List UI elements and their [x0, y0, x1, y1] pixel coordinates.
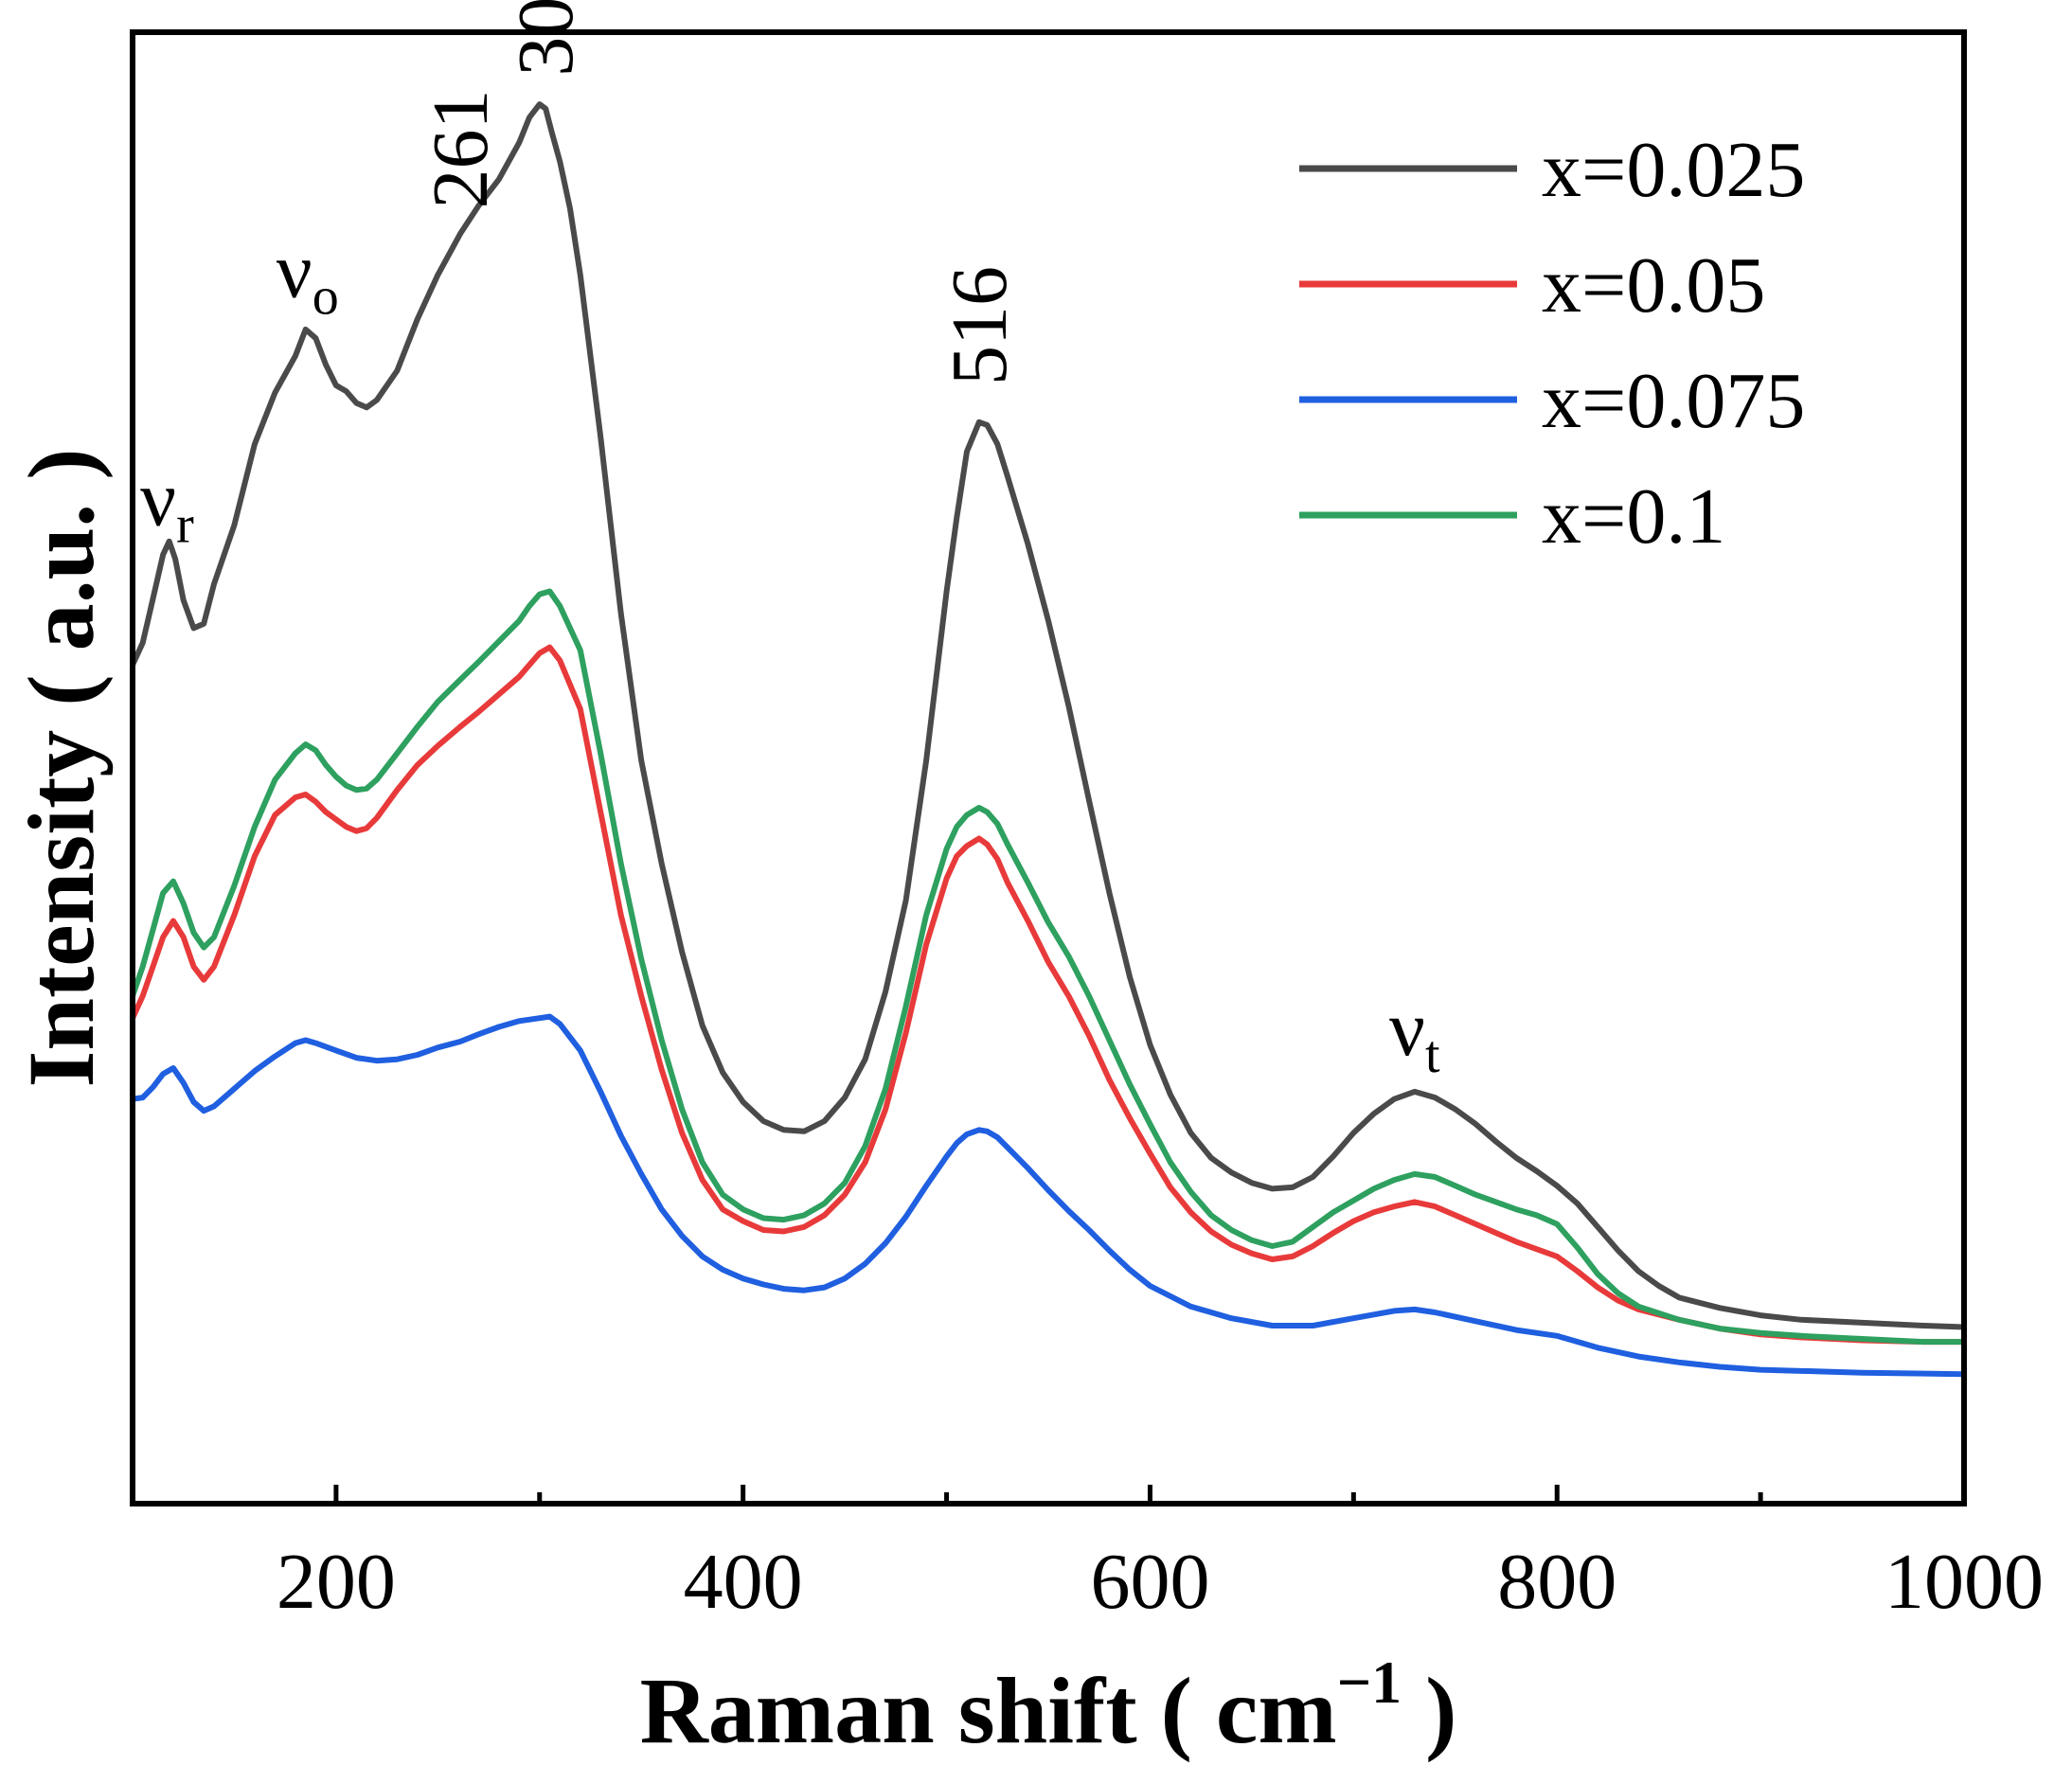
x-tick-label: 800 — [1497, 1538, 1617, 1626]
series-line-3 — [130, 588, 1967, 1346]
x-tick-label: 600 — [1090, 1538, 1209, 1626]
peak-annotation-subscript: o — [313, 268, 339, 327]
legend-label: x=0.1 — [1542, 472, 1725, 561]
peak-annotation: νr — [140, 455, 194, 555]
peak-annotation: 303 — [502, 0, 590, 77]
legend-label: x=0.05 — [1542, 241, 1765, 330]
x-tick-label: 1000 — [1884, 1538, 2044, 1626]
peak-annotation: 261 — [417, 90, 505, 209]
peak-annotation: 516 — [936, 266, 1024, 385]
series-line-0 — [130, 101, 1967, 1330]
peak-annotation: νo — [277, 227, 339, 327]
peak-annotation: νt — [1389, 985, 1440, 1084]
x-tick-label: 200 — [277, 1538, 396, 1626]
legend-label: x=0.075 — [1542, 357, 1805, 445]
x-tick-label: 400 — [684, 1538, 803, 1626]
x-axis-title: Raman shift ( cm−1 ) — [640, 1649, 1457, 1763]
x-axis-title-close: ) — [1402, 1658, 1456, 1763]
peak-annotations: νr νo 261 303 516 νt — [140, 0, 1440, 1084]
legend-label: x=0.025 — [1542, 126, 1805, 214]
peak-annotation-subscript: t — [1425, 1025, 1440, 1084]
y-axis-title: Intensity ( a.u. ) — [9, 448, 114, 1087]
legend: x=0.025 x=0.05 x=0.075 x=0.1 — [1299, 126, 1805, 561]
series-line-2 — [130, 1013, 1967, 1378]
peak-annotation-subscript: r — [176, 496, 194, 555]
x-axis-title-text: Raman shift ( cm — [640, 1658, 1337, 1763]
series-line-1 — [130, 644, 1967, 1346]
series-layer — [130, 101, 1967, 1378]
plot-frame — [130, 29, 1967, 1506]
x-axis-title-superscript: −1 — [1337, 1649, 1402, 1716]
x-axis-ticks: 200 400 600 800 1000 — [277, 1485, 2044, 1626]
